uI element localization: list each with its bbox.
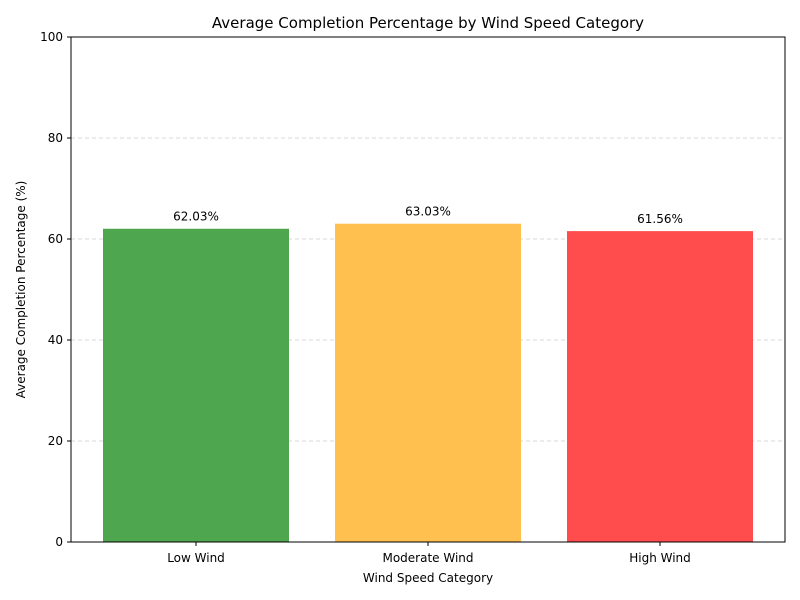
- chart-title: Average Completion Percentage by Wind Sp…: [212, 14, 644, 32]
- x-axis-label: Wind Speed Category: [363, 571, 493, 585]
- y-tick-label: 100: [40, 30, 63, 44]
- y-axis-ticks: 0 20 40 60 80 100: [40, 30, 71, 549]
- y-tick-label: 80: [48, 131, 63, 145]
- bar-high-wind: [567, 231, 753, 542]
- x-tick-label: Low Wind: [167, 551, 225, 565]
- x-tick-label: High Wind: [629, 551, 691, 565]
- bar-low-wind: [103, 228, 289, 542]
- bar-value-label: 61.56%: [637, 212, 683, 226]
- x-tick-label: Moderate Wind: [382, 551, 473, 565]
- bar-value-label: 62.03%: [173, 210, 219, 224]
- y-tick-label: 40: [48, 333, 63, 347]
- y-tick-label: 0: [55, 535, 63, 549]
- value-labels: 62.03% 63.03% 61.56%: [173, 205, 683, 226]
- bar-moderate-wind: [335, 223, 521, 543]
- y-axis-label: Average Completion Percentage (%): [14, 181, 28, 399]
- y-tick-label: 20: [48, 434, 63, 448]
- bar-value-label: 63.03%: [405, 205, 451, 219]
- x-axis-ticks: Low Wind Moderate Wind High Wind: [167, 542, 691, 565]
- y-tick-label: 60: [48, 232, 63, 246]
- bars: [103, 223, 753, 543]
